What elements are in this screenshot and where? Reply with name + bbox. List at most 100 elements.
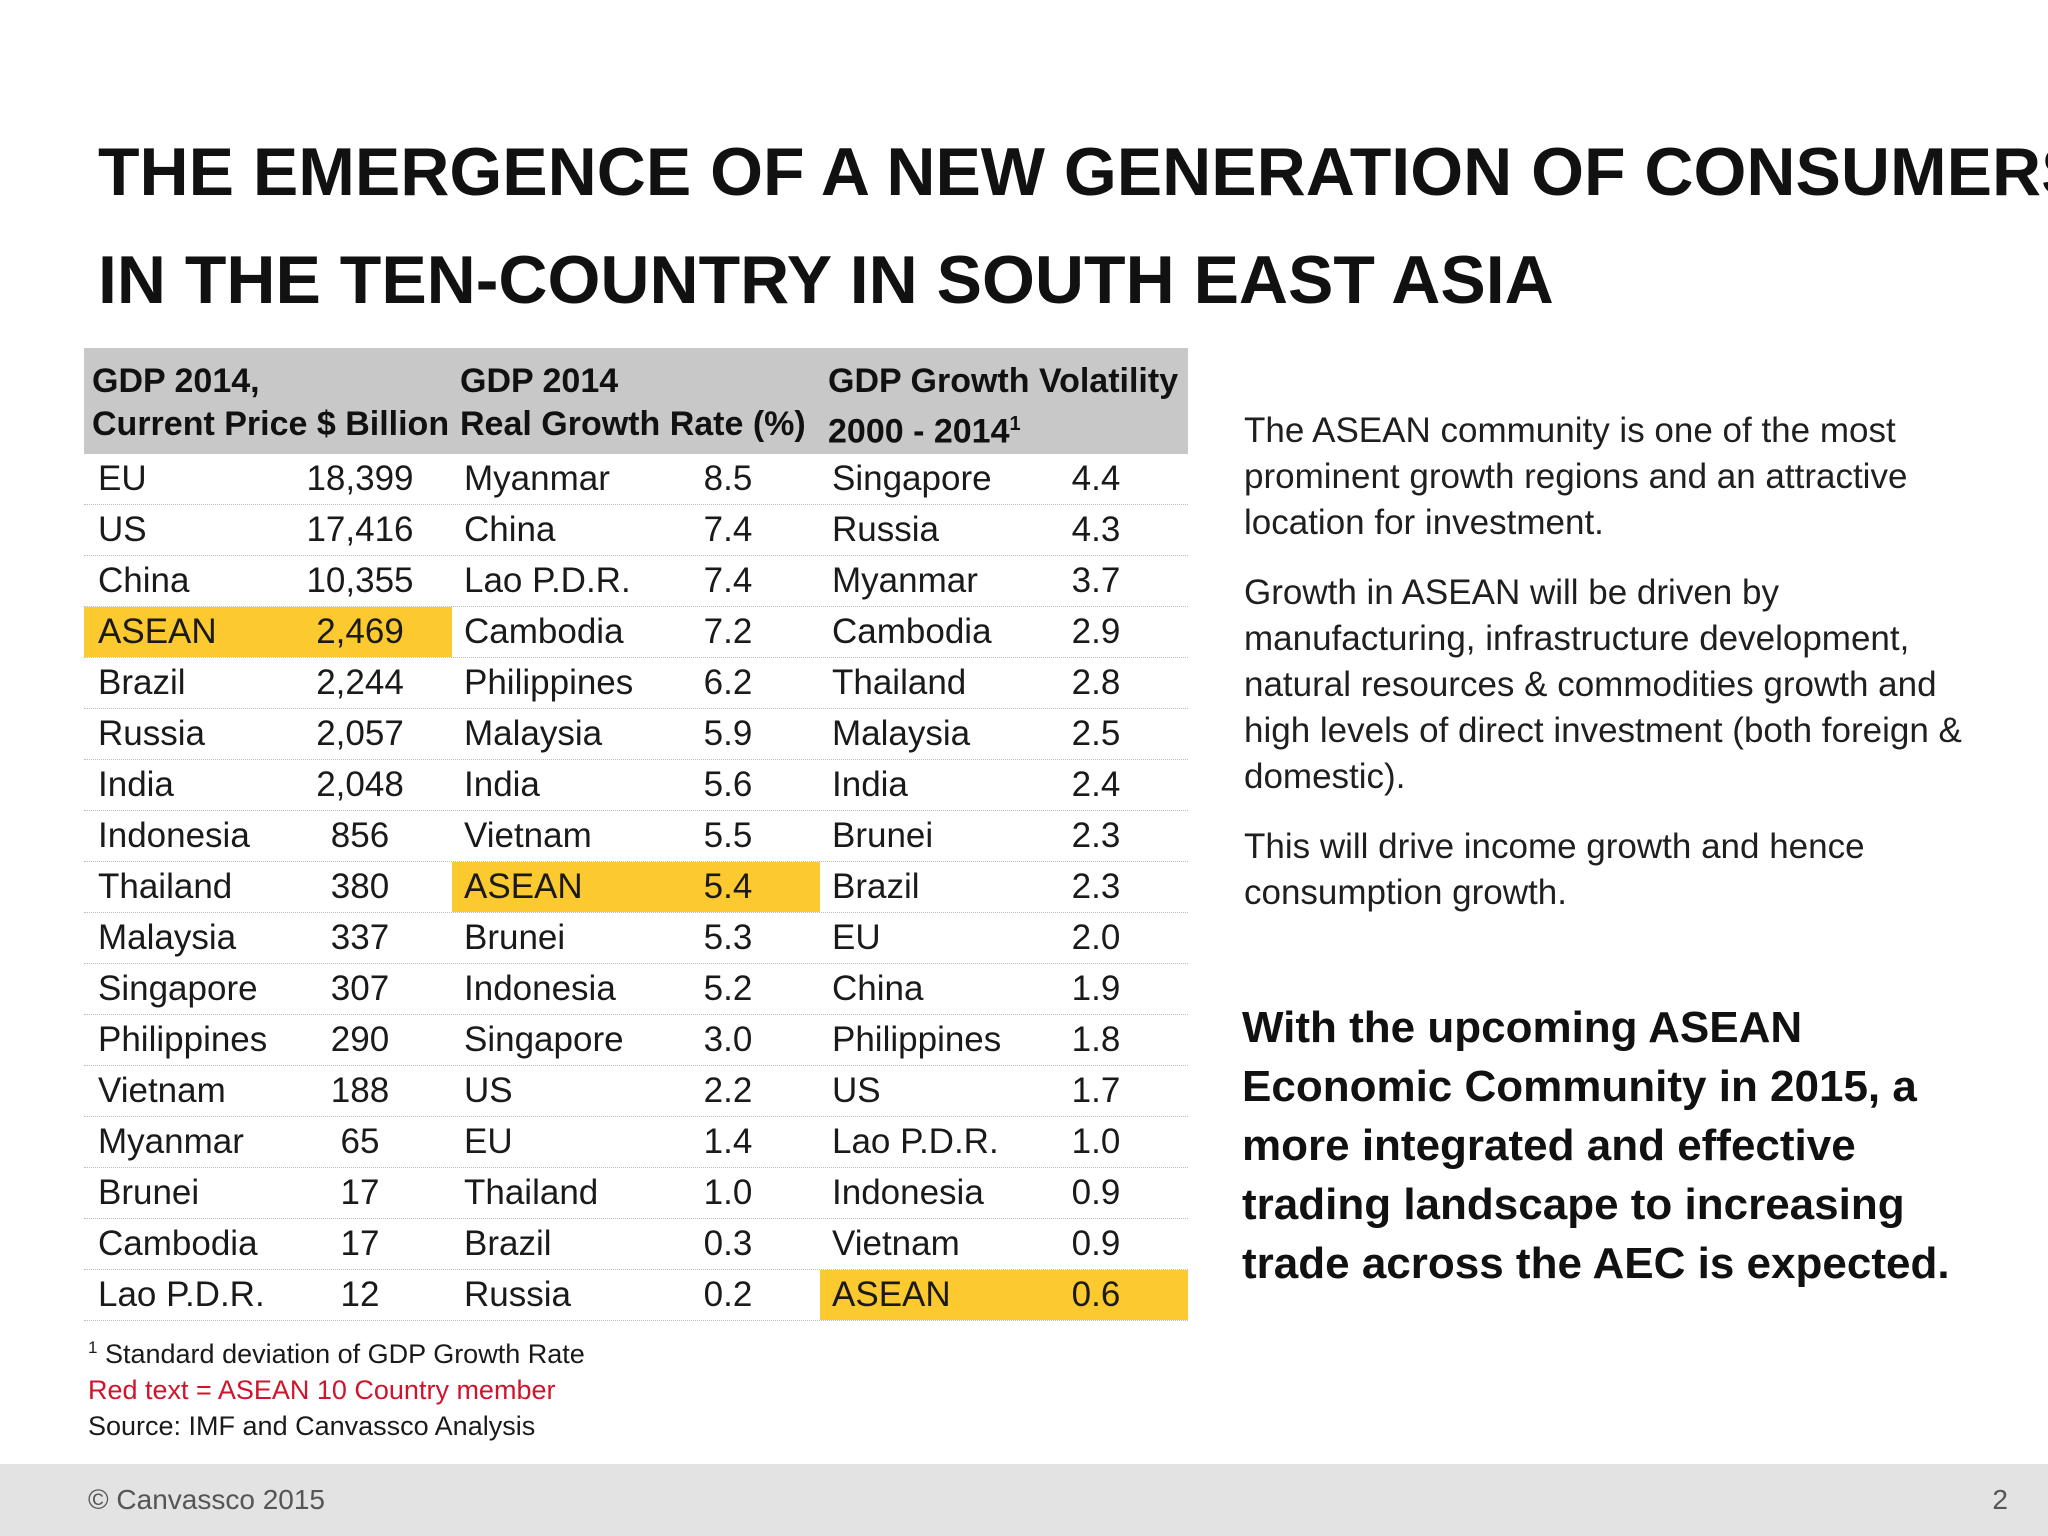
volatility-value: 2.0 — [1071, 918, 1121, 957]
volatility-country: Vietnam — [832, 1224, 960, 1263]
table-row: China 10,355 Lao P.D.R. 7.4 Myanmar 3.7 — [84, 556, 1188, 607]
header-growth-line2: Real Growth Rate (%) — [460, 405, 806, 443]
gdp-country: China — [98, 561, 190, 600]
growth-country: Malaysia — [464, 714, 603, 753]
volatility-value: 1.7 — [1071, 1071, 1121, 1110]
table-row: Vietnam 188 US 2.2 US 1.7 — [84, 1066, 1188, 1117]
growth-value: 2.2 — [703, 1071, 753, 1110]
growth-value: 0.3 — [703, 1224, 753, 1263]
table-row: Russia 2,057 Malaysia 5.9 Malaysia 2.5 — [84, 709, 1188, 760]
gdp-value: 307 — [330, 969, 390, 1008]
volatility-value: 3.7 — [1071, 561, 1121, 600]
volatility-country: Thailand — [832, 663, 967, 702]
volatility-country: China — [832, 969, 924, 1008]
growth-country: India — [464, 765, 540, 804]
table-row: Philippines 290 Singapore 3.0 Philippines 1.8 — [84, 1015, 1188, 1066]
growth-value: 8.5 — [703, 459, 753, 498]
footnote-1: 1 Standard deviation of GDP Growth Rate — [88, 1330, 585, 1372]
growth-country: China — [464, 510, 556, 549]
gdp-country: Singapore — [98, 969, 258, 1008]
growth-country: EU — [464, 1122, 513, 1161]
growth-value: 5.6 — [703, 765, 753, 804]
gdp-value: 2,469 — [316, 612, 404, 651]
growth-value: 6.2 — [703, 663, 753, 702]
red-text-note: Red text = ASEAN 10 Country member — [88, 1375, 556, 1405]
header-volatility-line2: 2000 - 20141 — [828, 403, 1178, 453]
volatility-country: Cambodia — [832, 612, 992, 651]
table-row: EU 18,399 Myanmar 8.5 Singapore 4.4 — [84, 454, 1188, 505]
volatility-value: 2.9 — [1071, 612, 1121, 651]
table-row: Thailand 380 ASEAN 5.4 Brazil 2.3 — [84, 862, 1188, 913]
table-row: Brunei 17 Thailand 1.0 Indonesia 0.9 — [84, 1168, 1188, 1219]
gdp-value: 10,355 — [306, 561, 414, 600]
paragraph-growth-drivers: Growth in ASEAN will be driven by manufa… — [1244, 573, 1962, 796]
volatility-value: 1.8 — [1071, 1020, 1121, 1059]
volatility-value: 0.6 — [1071, 1275, 1121, 1314]
gdp-value: 17,416 — [306, 510, 414, 549]
gdp-value: 856 — [330, 816, 390, 855]
gdp-country: Myanmar — [98, 1122, 244, 1161]
gdp-value: 337 — [330, 918, 390, 957]
table-row: ASEAN 2,469 Cambodia 7.2 Cambodia 2.9 — [84, 607, 1188, 658]
gdp-value: 17 — [340, 1173, 380, 1212]
volatility-value: 2.3 — [1071, 867, 1121, 906]
header-growth: GDP 2014 Real Growth Rate (%) — [460, 360, 806, 446]
table-body: EU 18,399 Myanmar 8.5 Singapore 4.4 US 17,416 Ch… — [84, 454, 1188, 1321]
footnotes: 1 Standard deviation of GDP Growth Rate … — [88, 1330, 585, 1444]
growth-country: Vietnam — [464, 816, 592, 855]
volatility-country: US — [832, 1071, 881, 1110]
copyright: © Canvassco 2015 — [88, 1484, 325, 1515]
emphasis-statement: With the upcoming ASEAN Economic Communi… — [1242, 1003, 1950, 1288]
volatility-highlight — [820, 1270, 1188, 1320]
growth-country: Russia — [464, 1275, 571, 1314]
table-row: Cambodia 17 Brazil 0.3 Vietnam 0.9 — [84, 1219, 1188, 1270]
gdp-highlight — [84, 607, 452, 657]
volatility-country: Philippines — [832, 1020, 1002, 1059]
gdp-value: 2,048 — [316, 765, 404, 804]
volatility-country: Brazil — [832, 867, 920, 906]
header-volatility: GDP Growth Volatility 2000 - 20141 — [828, 360, 1178, 453]
gdp-country: EU — [98, 459, 147, 498]
footer-bar: © Canvassco 2015 2 — [0, 1464, 2048, 1536]
gdp-table: GDP 2014, Current Price $ Billion GDP 20… — [84, 348, 1188, 1321]
table-row: India 2,048 India 5.6 India 2.4 — [84, 760, 1188, 811]
page-number: 2 — [1992, 1484, 2008, 1515]
gdp-value: 12 — [340, 1275, 380, 1314]
growth-country: Indonesia — [464, 969, 616, 1008]
volatility-country: Russia — [832, 510, 939, 549]
gdp-country: Thailand — [98, 867, 233, 906]
volatility-country: EU — [832, 918, 881, 957]
gdp-value: 2,244 — [316, 663, 404, 702]
source-note: Source: IMF and Canvassco Analysis — [88, 1411, 536, 1441]
gdp-country: India — [98, 765, 174, 804]
growth-country: ASEAN — [464, 867, 583, 906]
growth-value: 5.2 — [703, 969, 753, 1008]
volatility-value: 2.4 — [1071, 765, 1121, 804]
growth-country: Myanmar — [464, 459, 610, 498]
growth-value: 7.2 — [703, 612, 753, 651]
volatility-country: India — [832, 765, 908, 804]
title-line-1: THE EMERGENCE OF A NEW GENERATION OF CON… — [98, 134, 2048, 210]
volatility-value: 1.9 — [1071, 969, 1121, 1008]
growth-country: Lao P.D.R. — [464, 561, 631, 600]
volatility-country: Lao P.D.R. — [832, 1122, 999, 1161]
growth-country: Brunei — [464, 918, 566, 957]
gdp-country: Russia — [98, 714, 205, 753]
paragraph-consumption: This will drive income growth and hence … — [1244, 827, 1865, 912]
slide-title: THE EMERGENCE OF A NEW GENERATION OF CON… — [98, 118, 2048, 334]
volatility-value: 2.3 — [1071, 816, 1121, 855]
gdp-country: Malaysia — [98, 918, 237, 957]
header-gdp-line1: GDP 2014, — [92, 362, 260, 400]
growth-highlight — [452, 862, 820, 912]
header-volatility-years: 2000 - 2014 — [828, 412, 1010, 451]
volatility-country: Indonesia — [832, 1173, 984, 1212]
growth-value: 1.0 — [703, 1173, 753, 1212]
growth-value: 5.4 — [703, 867, 753, 906]
gdp-value: 2,057 — [316, 714, 404, 753]
volatility-value: 4.4 — [1071, 459, 1121, 498]
side-text: The ASEAN community is one of the most p… — [1244, 408, 2004, 940]
gdp-country: Indonesia — [98, 816, 250, 855]
volatility-value: 4.3 — [1071, 510, 1121, 549]
gdp-value: 380 — [330, 867, 390, 906]
gdp-country: Cambodia — [98, 1224, 258, 1263]
